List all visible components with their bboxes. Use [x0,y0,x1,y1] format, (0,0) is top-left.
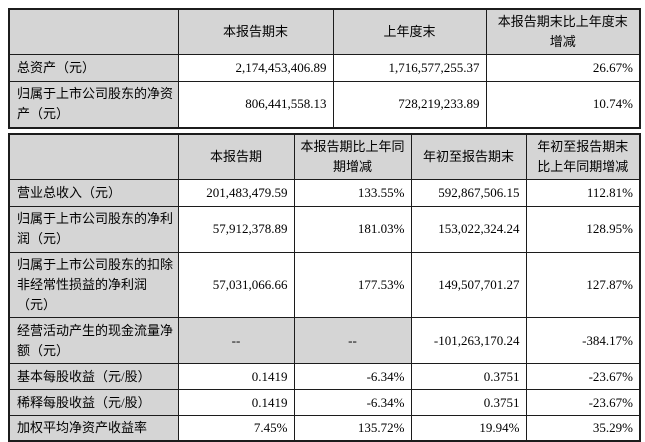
column-header-change-vs-prior-year-end: 本报告期末比上年度末增减 [485,8,641,56]
table-row: 营业总收入（元） 201,483,479.59 133.55% 592,867,… [8,178,641,207]
table-row: 总资产（元） 2,174,453,406.89 1,716,577,255.37… [8,54,641,83]
period-end-table: 本报告期末 上年度末 本报告期末比上年度末增减 总资产（元） 2,174,453… [8,8,641,129]
column-header-empty [8,8,179,56]
table-header-row: 本报告期 本报告期比上年同期增减 年初至报告期末 年初至报告期末比上年同期增减 [8,133,641,180]
cell-value: 112.81% [525,178,641,207]
cell-value: -23.67% [525,363,641,391]
cell-value: 0.1419 [177,363,295,391]
cell-value: 1,716,577,255.37 [332,54,487,83]
cell-value-not-applicable: -- [293,317,412,365]
cell-value: 2,174,453,406.89 [177,54,334,83]
cell-value: 133.55% [293,178,412,207]
cell-value: 127.87% [525,251,641,319]
table-row: 归属于上市公司股东的净资产（元） 806,441,558.13 728,219,… [8,81,641,129]
cell-value: 57,031,066.66 [177,251,295,319]
table-header-row: 本报告期末 上年度末 本报告期末比上年度末增减 [8,8,641,56]
cell-value: 592,867,506.15 [410,178,527,207]
table-row: 经营活动产生的现金流量净额（元） -- -- -101,263,170.24 -… [8,317,641,365]
row-label-total-assets: 总资产（元） [8,54,179,83]
cell-value: 728,219,233.89 [332,81,487,129]
row-label-operating-cash-flow: 经营活动产生的现金流量净额（元） [8,317,179,365]
column-header-prior-year-end: 上年度末 [332,8,487,56]
table-row: 稀释每股收益（元/股） 0.1419 -6.34% 0.3751 -23.67% [8,389,641,417]
cell-value: 57,912,378.89 [177,205,295,253]
cell-value: 10.74% [485,81,641,129]
row-label-total-revenue: 营业总收入（元） [8,178,179,207]
cell-value: -6.34% [293,363,412,391]
cell-value: 177.53% [293,251,412,319]
table-row: 归属于上市公司股东的扣除非经常性损益的净利润（元） 57,031,066.66 … [8,251,641,319]
cell-value: -23.67% [525,389,641,417]
column-header-change-vs-prior-period: 本报告期比上年同期增减 [293,133,412,180]
row-label-diluted-eps: 稀释每股收益（元/股） [8,389,179,417]
table-row: 基本每股收益（元/股） 0.1419 -6.34% 0.3751 -23.67% [8,363,641,391]
table-row: 归属于上市公司股东的净利润（元） 57,912,378.89 181.03% 1… [8,205,641,253]
period-results-table: 本报告期 本报告期比上年同期增减 年初至报告期末 年初至报告期末比上年同期增减 … [8,132,641,442]
row-label-net-assets-attributable: 归属于上市公司股东的净资产（元） [8,81,179,129]
cell-value-not-applicable: -- [177,317,295,365]
column-header-current-period-end: 本报告期末 [177,8,334,56]
column-header-empty [8,133,179,180]
cell-value: 201,483,479.59 [177,178,295,207]
cell-value: 26.67% [485,54,641,83]
row-label-basic-eps: 基本每股收益（元/股） [8,363,179,391]
row-label-net-profit-attributable: 归属于上市公司股东的净利润（元） [8,205,179,253]
column-header-ytd-change-vs-prior: 年初至报告期末比上年同期增减 [525,133,641,180]
cell-value: -6.34% [293,389,412,417]
cell-value: 0.1419 [177,389,295,417]
cell-value: -101,263,170.24 [410,317,527,365]
cell-value: 0.3751 [410,363,527,391]
cell-value: -384.17% [525,317,641,365]
row-label-net-profit-excl-nonrecurring: 归属于上市公司股东的扣除非经常性损益的净利润（元） [8,251,179,319]
column-header-current-period: 本报告期 [177,133,295,180]
cell-value: 0.3751 [410,389,527,417]
cell-value: 181.03% [293,205,412,253]
financial-report-key-figures: 本报告期末 上年度末 本报告期末比上年度末增减 总资产（元） 2,174,453… [8,8,641,442]
cell-value: 806,441,558.13 [177,81,334,129]
cell-value: 149,507,701.27 [410,251,527,319]
cell-value: 128.95% [525,205,641,253]
cell-value: 153,022,324.24 [410,205,527,253]
column-header-year-to-date: 年初至报告期末 [410,133,527,180]
